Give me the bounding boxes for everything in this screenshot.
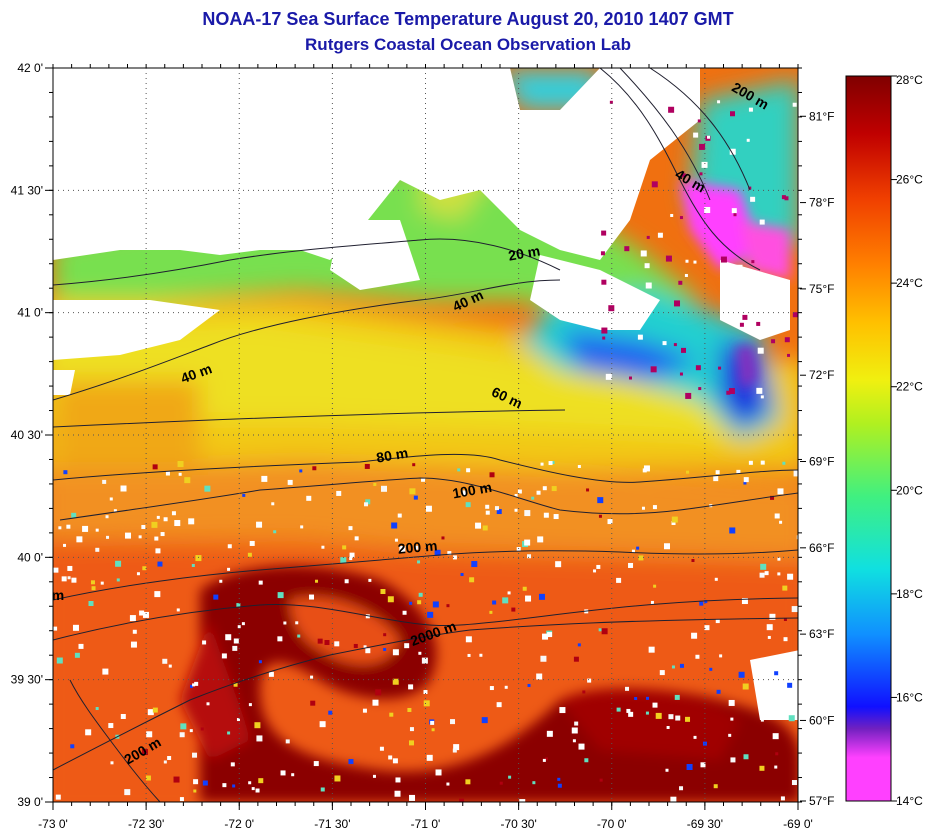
fahrenheit-label: 69°F (809, 455, 834, 469)
lat-tick-label: 41 30' (11, 183, 43, 197)
graticule (53, 68, 798, 802)
colorbar-fahrenheit-labels: 81°F 78°F 75°F 72°F 69°F 66°F 63°F 60°F 57°F (800, 109, 834, 808)
contour-label: 200 m (397, 537, 438, 556)
celsius-label: 16°C (896, 690, 923, 704)
fahrenheit-label: 66°F (809, 541, 834, 555)
lon-tick-label: -69 0' (783, 817, 813, 831)
fahrenheit-label: 63°F (809, 627, 834, 641)
celsius-label: 18°C (896, 587, 923, 601)
fahrenheit-label: 60°F (809, 713, 834, 727)
fahrenheit-label: 75°F (809, 282, 834, 296)
lon-tick-label: -73 0' (38, 817, 68, 831)
longitude-axis: -73 0' -72 30' -72 0' -71 30' -71 0' -70 30' -… (38, 64, 813, 831)
colorbar-celsius-labels: 28°C 26°C 24°C 22°C 20°C 18°C 16°C 14°C (891, 73, 923, 808)
lon-tick-label: -70 30' (500, 817, 536, 831)
contour-label: 20 m (507, 242, 541, 263)
celsius-label: 24°C (896, 276, 923, 290)
lon-tick-label: -72 30' (128, 817, 164, 831)
celsius-label: 26°C (896, 173, 923, 187)
lat-tick-label: 41 0' (17, 306, 43, 320)
celsius-label: 28°C (896, 73, 923, 87)
chart-subtitle: Rutgers Coastal Ocean Observation Lab (305, 35, 631, 54)
chart-title: NOAA-17 Sea Surface Temperature August 2… (202, 9, 734, 29)
lat-tick-label: 40 30' (11, 428, 43, 442)
fahrenheit-label: 81°F (809, 109, 834, 123)
latitude-axis: 42 0' 41 30' 41 0' 40 30' 40 0' 39 30' 39 0' (11, 61, 802, 809)
lon-tick-label: -72 0' (224, 817, 254, 831)
lat-tick-label: 39 0' (17, 795, 43, 809)
celsius-label: 22°C (896, 380, 923, 394)
celsius-label: 20°C (896, 483, 923, 497)
lat-tick-label: 40 0' (17, 550, 43, 564)
contour-label: 80 m (375, 444, 409, 465)
contour-label: 100 m (451, 479, 493, 502)
lon-tick-label: -71 0' (411, 817, 441, 831)
fahrenheit-label: 78°F (809, 196, 834, 210)
lon-tick-label: -69 30' (687, 817, 723, 831)
fahrenheit-label: 57°F (809, 794, 834, 808)
lat-tick-label: 39 30' (11, 673, 43, 687)
celsius-label: 14°C (896, 794, 923, 808)
lon-tick-label: -71 30' (314, 817, 350, 831)
contour-label: m (52, 587, 64, 603)
fahrenheit-label: 72°F (809, 368, 834, 382)
lat-tick-label: 42 0' (17, 61, 43, 75)
colorbar (845, 75, 892, 802)
lon-tick-label: -70 0' (597, 817, 627, 831)
